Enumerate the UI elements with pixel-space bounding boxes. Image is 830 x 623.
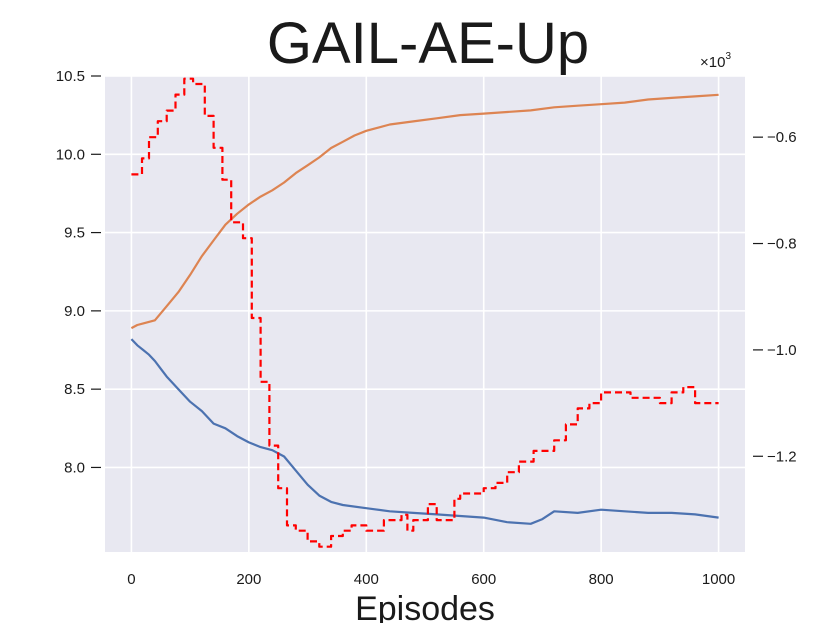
series-line-2 xyxy=(130,93,719,330)
y-tick-label-left: 10.5 xyxy=(56,68,85,85)
x-tick-label: 800 xyxy=(589,571,614,588)
series-layer xyxy=(130,77,719,548)
y-tick-label-left: 9.5 xyxy=(64,225,85,242)
grid xyxy=(105,75,745,552)
tick-layer: 0 200 400 600 800 1000 8.0 8.5 9.0 9.5 10.0 10.5 −1.… xyxy=(56,68,797,588)
right-axis-multiplier-base: ×10 xyxy=(700,54,725,71)
x-tick-label: 600 xyxy=(471,571,496,588)
y-tick-label-left: 8.5 xyxy=(64,381,85,398)
y-tick-label-right: −1.0 xyxy=(767,342,797,359)
chart-title: GAIL-AE-Up xyxy=(267,11,589,76)
y-tick-label-left: 8.0 xyxy=(64,459,85,476)
right-axis-multiplier-exponent: 3 xyxy=(725,51,731,62)
y-tick-label-right: −0.6 xyxy=(767,129,797,146)
x-tick-label: 200 xyxy=(236,571,261,588)
x-axis-label: Episodes xyxy=(355,590,495,623)
y-tick-label-right: −0.8 xyxy=(767,236,797,253)
plot-area xyxy=(105,76,745,552)
x-tick-label: 0 xyxy=(127,571,135,588)
y-tick-label-right: −1.2 xyxy=(767,448,797,465)
right-axis-multiplier: ×103 xyxy=(700,51,731,71)
x-tick-label: 400 xyxy=(354,571,379,588)
x-tick-label: 1000 xyxy=(702,571,735,588)
y-tick-label-left: 9.0 xyxy=(64,303,85,320)
series-line-1 xyxy=(130,338,719,525)
y-tick-label-left: 10.0 xyxy=(56,146,85,163)
